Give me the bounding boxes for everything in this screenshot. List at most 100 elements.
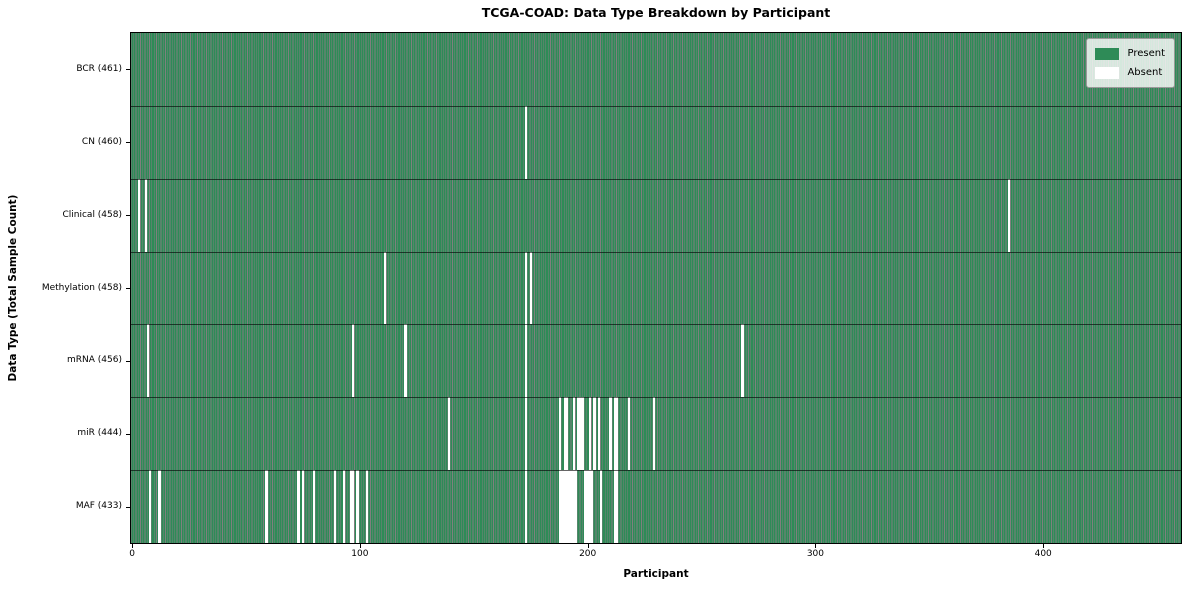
absent-cell xyxy=(627,397,630,471)
y-tick-mark xyxy=(126,288,130,289)
absent-cell xyxy=(588,397,592,471)
y-tick-label-Clinical: Clinical (458) xyxy=(62,209,122,220)
absent-cell xyxy=(586,470,589,543)
absent-swatch-icon xyxy=(1095,66,1120,79)
row-separator xyxy=(131,105,1181,107)
y-tick-label-CN: CN (460) xyxy=(81,136,122,147)
absent-cell xyxy=(616,470,619,543)
absent-cell xyxy=(588,470,592,543)
heatmap-row-mRNA xyxy=(131,324,1181,398)
y-tick-mark xyxy=(126,433,130,435)
absent-cell xyxy=(333,470,336,543)
absent-cell xyxy=(577,397,580,471)
absent-cell xyxy=(741,324,744,398)
y-tick-mark xyxy=(126,215,130,217)
absent-cell xyxy=(593,397,596,471)
absent-cell xyxy=(568,470,571,543)
present-swatch-icon xyxy=(1095,47,1120,60)
absent-cell xyxy=(158,470,161,543)
absent-cell xyxy=(349,470,352,543)
heatmap-row-CN xyxy=(131,105,1181,179)
absent-cell xyxy=(572,470,576,543)
legend-label-present: Present xyxy=(1127,48,1165,59)
row-separator xyxy=(131,251,1181,253)
heatmap-row-Methylation xyxy=(131,251,1181,325)
x-tick-mark xyxy=(132,544,134,548)
y-tick-label-Methylation: Methylation (458) xyxy=(41,282,122,293)
absent-cell xyxy=(613,470,617,543)
x-tick-label-0: 0 xyxy=(129,549,135,559)
absent-cell xyxy=(351,324,355,398)
x-tick-label-100: 100 xyxy=(351,549,369,559)
x-tick-mark xyxy=(815,544,817,548)
absent-cell xyxy=(566,397,569,471)
absent-cell xyxy=(404,324,407,398)
heatmap-row-miR xyxy=(131,397,1181,471)
absent-cell xyxy=(383,251,387,325)
absent-cell xyxy=(563,470,567,543)
x-axis-label: Participant xyxy=(623,568,689,580)
absent-cell xyxy=(529,251,532,325)
absent-cell xyxy=(570,470,573,543)
absent-cell xyxy=(559,397,562,471)
x-tick-mark xyxy=(1043,544,1045,548)
row-separator xyxy=(131,324,1181,326)
absent-cell xyxy=(265,470,268,543)
absent-cell xyxy=(575,470,578,543)
absent-cell xyxy=(356,470,359,543)
legend: Present Absent xyxy=(1086,38,1175,88)
heatmap-row-Clinical xyxy=(131,178,1181,252)
y-tick-label-BCR: BCR (461) xyxy=(76,63,122,74)
absent-cell xyxy=(525,324,528,398)
absent-cell xyxy=(566,470,569,543)
absent-cell xyxy=(613,397,617,471)
absent-cell xyxy=(525,397,528,471)
absent-cell xyxy=(525,251,528,325)
y-tick-mark xyxy=(126,360,130,362)
absent-cell xyxy=(572,397,576,471)
absent-cell xyxy=(597,397,601,471)
absent-cell xyxy=(447,397,450,471)
y-tick-mark xyxy=(126,506,130,508)
absent-cell xyxy=(137,178,141,252)
absent-cell xyxy=(342,470,346,543)
x-tick-mark xyxy=(587,544,589,548)
absent-cell xyxy=(563,397,567,471)
absent-cell xyxy=(365,470,368,543)
absent-cell xyxy=(525,470,528,543)
chart-title: TCGA-COAD: Data Type Breakdown by Partic… xyxy=(481,5,831,20)
absent-cell xyxy=(525,105,528,179)
y-tick-label-miR: miR (444) xyxy=(77,428,122,439)
legend-label-absent: Absent xyxy=(1127,67,1163,78)
x-tick-label-300: 300 xyxy=(806,549,825,559)
absent-cell xyxy=(600,470,603,543)
absent-cell xyxy=(652,397,655,471)
absent-cell xyxy=(313,470,316,543)
absent-cell xyxy=(1007,178,1011,252)
absent-cell xyxy=(584,470,587,543)
row-separator xyxy=(131,470,1181,472)
absent-cell xyxy=(579,397,582,471)
absent-cell xyxy=(591,470,594,543)
x-tick-label-200: 200 xyxy=(579,549,597,559)
row-separator xyxy=(131,178,1181,180)
x-tick-mark xyxy=(359,544,361,548)
absent-cell xyxy=(146,324,150,398)
plot-area: Present Absent xyxy=(130,32,1182,544)
absent-cell xyxy=(561,470,564,543)
x-tick-label-400: 400 xyxy=(1034,549,1052,559)
absent-cell xyxy=(297,470,300,543)
y-tick-label-MAF: MAF (433) xyxy=(75,501,122,512)
y-tick-mark xyxy=(126,142,130,144)
heatmap-row-MAF xyxy=(131,470,1181,543)
absent-cell xyxy=(609,397,612,471)
absent-cell xyxy=(149,470,152,543)
absent-cell xyxy=(144,178,147,252)
absent-cell xyxy=(616,397,619,471)
absent-cell xyxy=(581,397,585,471)
y-tick-mark xyxy=(126,69,130,71)
heatmap-row-BCR xyxy=(131,33,1181,106)
row-separator xyxy=(131,397,1181,399)
absent-cell xyxy=(301,470,305,543)
